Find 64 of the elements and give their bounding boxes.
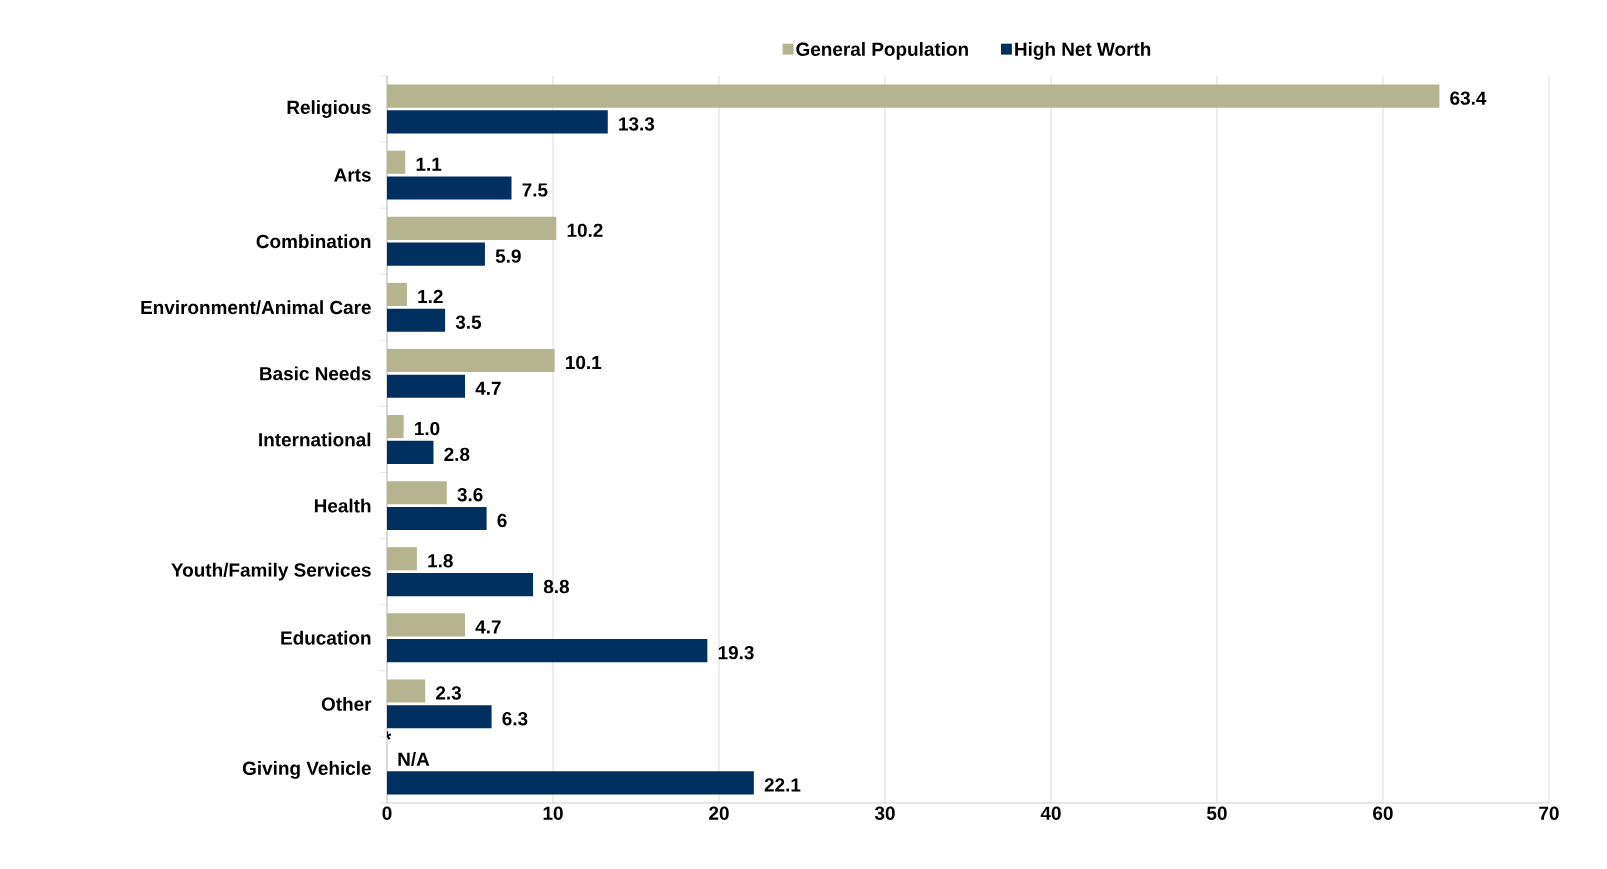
y-tick-label: Youth/Family Services [171, 562, 371, 581]
data-label: 3.5 [455, 315, 482, 329]
data-label: 2.8 [444, 447, 470, 462]
bar [387, 440, 434, 464]
data-label: 6.3 [502, 712, 528, 726]
bar [387, 242, 485, 266]
data-label: 22.1 [764, 778, 801, 792]
x-tick-label: 10 [543, 806, 563, 820]
bar [387, 84, 1440, 108]
data-label: 10.1 [566, 355, 602, 370]
bar [387, 679, 426, 703]
y-tick-label: Religious [287, 100, 371, 118]
data-label: 2.3 [436, 686, 462, 700]
y-tick-label: Arts [334, 168, 371, 182]
bar [387, 705, 492, 729]
bar [387, 771, 754, 795]
data-label: 5.9 [495, 249, 521, 263]
data-label: 8.8 [543, 579, 569, 594]
bar [387, 176, 512, 200]
data-label: 19.3 [718, 645, 754, 660]
bar [387, 415, 404, 439]
bar [387, 348, 555, 373]
data-label: 1.2 [418, 289, 443, 304]
y-tick-label: Basic Needs [260, 366, 371, 381]
data-label: 7.5 [522, 183, 548, 197]
data-label: 3.6 [457, 487, 483, 502]
x-tick-label: 0 [382, 806, 392, 820]
x-tick-label: 20 [709, 806, 729, 820]
data-label: 1.0 [414, 421, 440, 436]
bar [387, 481, 447, 505]
data-label: 4.7 [475, 381, 501, 395]
y-tick-label: Environment/Animal Care [141, 300, 371, 315]
legend-label: High Net Worth [1015, 42, 1151, 60]
bar [387, 374, 466, 398]
text: N/A [398, 752, 430, 767]
data-label: 13.3 [619, 117, 655, 131]
bar [387, 506, 487, 531]
bar [387, 282, 407, 306]
y-tick-label: Combination [256, 234, 371, 249]
x-tick-label: 50 [1207, 806, 1227, 820]
bar [387, 150, 406, 174]
data-label: 1.1 [416, 157, 442, 171]
bar [387, 573, 534, 597]
bar [387, 639, 708, 663]
x-tick-label: 30 [874, 806, 895, 820]
data-label: 6 [497, 513, 507, 528]
legend-label: General Population [796, 42, 968, 60]
data-label: 63.4 [1450, 91, 1487, 105]
x-tick-label: 40 [1040, 806, 1061, 820]
bar [387, 110, 608, 134]
x-tick-label: 60 [1373, 806, 1393, 820]
data-label: 1.8 [428, 554, 453, 568]
data-label: 4.7 [475, 620, 501, 634]
bar [387, 613, 466, 637]
y-tick-label: Giving Vehicle [242, 761, 371, 779]
bar [387, 547, 417, 571]
y-tick-label: Education [281, 630, 371, 645]
data-label: 10.2 [567, 223, 603, 238]
bar [387, 216, 557, 240]
y-tick-label: Health [314, 498, 371, 513]
x-tick-label: 70 [1539, 806, 1559, 820]
y-tick-label: Other [321, 696, 372, 711]
bar [387, 308, 446, 332]
y-tick-label: International [259, 432, 371, 447]
